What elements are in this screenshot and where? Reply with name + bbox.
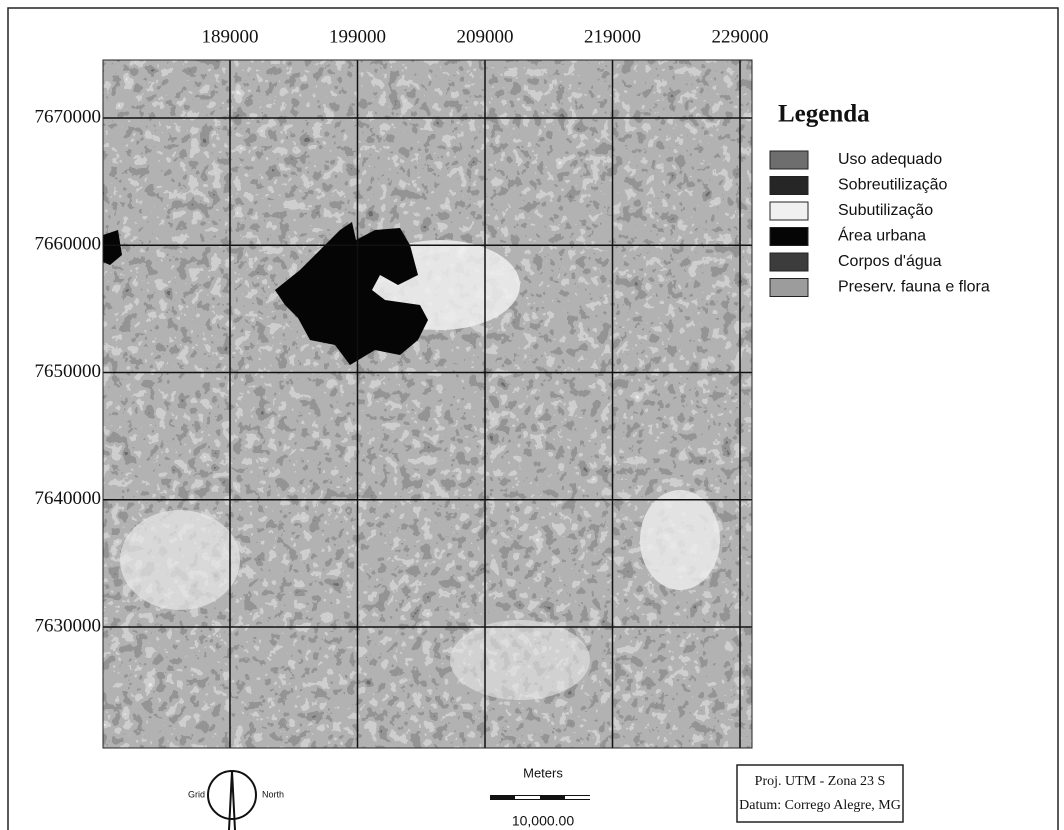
scale-unit: Meters bbox=[523, 765, 563, 780]
legend-label: Sobreutilização bbox=[838, 177, 948, 194]
scale-bar: Meters 10,000.00 bbox=[490, 765, 590, 828]
light-patch bbox=[640, 490, 720, 590]
x-tick-label: 229000 bbox=[712, 26, 769, 47]
y-tick-label: 7660000 bbox=[35, 234, 102, 255]
legend-swatch bbox=[770, 228, 808, 246]
north-arrow: Grid North bbox=[188, 771, 284, 830]
legend-label: Corpos d'água bbox=[838, 253, 942, 270]
info-box: Proj. UTM - Zona 23 S Datum: Corrego Ale… bbox=[737, 765, 903, 822]
legend-swatch bbox=[770, 177, 808, 195]
north-needle bbox=[229, 771, 235, 830]
terrain bbox=[103, 60, 752, 748]
map-image bbox=[103, 60, 752, 748]
legend-swatch bbox=[770, 279, 808, 297]
info-line: Datum: Corrego Alegre, MG bbox=[739, 798, 901, 813]
x-tick-label: 209000 bbox=[457, 26, 514, 47]
light-patch bbox=[120, 510, 240, 610]
legend-label: Área urbana bbox=[838, 226, 926, 245]
legend-swatch bbox=[770, 202, 808, 220]
map-figure: Legenda Uso adequado Sobreutilização Subut… bbox=[0, 0, 1064, 830]
info-line: Proj. UTM - Zona 23 S bbox=[755, 774, 886, 789]
y-tick-label: 7670000 bbox=[35, 106, 102, 127]
y-tick-label: 7630000 bbox=[35, 615, 102, 636]
x-tick-label: 219000 bbox=[584, 26, 641, 47]
legend-swatch bbox=[770, 151, 808, 169]
y-tick-label: 7650000 bbox=[35, 361, 102, 382]
scale-bar-rect bbox=[565, 796, 590, 799]
north-right-label: North bbox=[262, 789, 284, 799]
x-tick-label: 189000 bbox=[201, 26, 258, 47]
legend-label: Subutilização bbox=[838, 202, 933, 219]
legend-title: Legenda bbox=[778, 101, 870, 128]
light-patch bbox=[450, 620, 590, 700]
page: Legenda Uso adequado Sobreutilização Subut… bbox=[0, 0, 1064, 830]
legend-swatch bbox=[770, 253, 808, 271]
scale-bar-rect bbox=[515, 796, 540, 799]
x-tick-label: 199000 bbox=[329, 26, 386, 47]
scale-label: 10,000.00 bbox=[512, 813, 574, 829]
y-tick-label: 7640000 bbox=[35, 488, 102, 509]
legend: Uso adequado Sobreutilização Subutilização… bbox=[770, 151, 990, 297]
legend-label: Preserv. fauna e flora bbox=[838, 279, 990, 296]
north-left-label: Grid bbox=[188, 789, 205, 799]
legend-label: Uso adequado bbox=[838, 151, 942, 168]
